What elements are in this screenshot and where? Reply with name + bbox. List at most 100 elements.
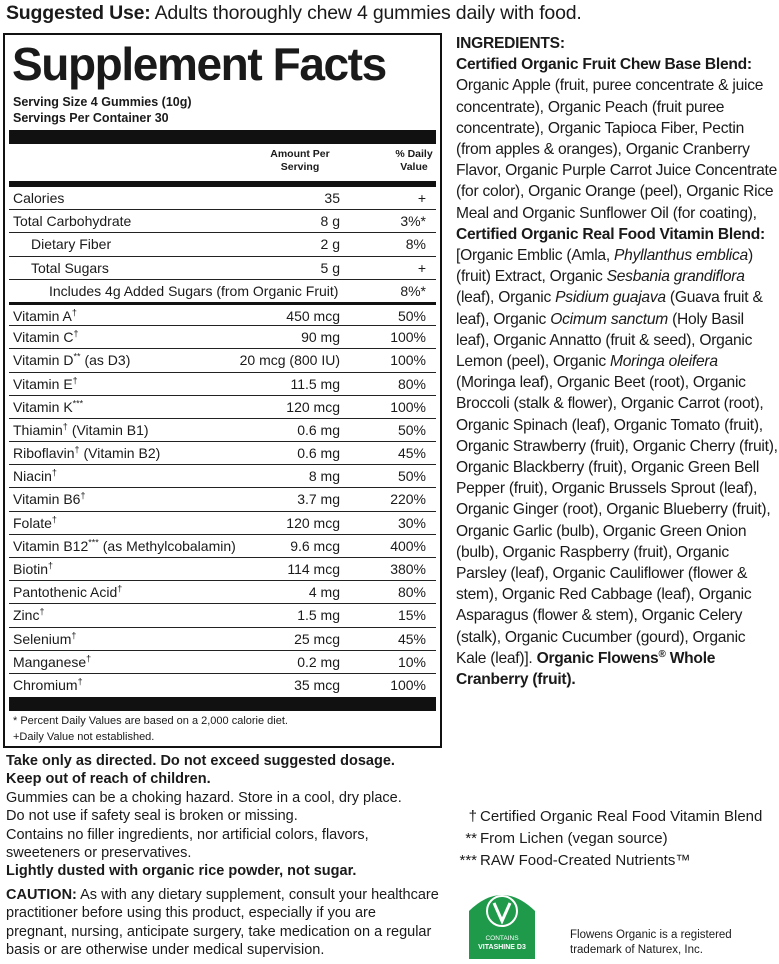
badge-line1: CONTAINS [485, 935, 519, 942]
facts-title: Supplement Facts [12, 38, 387, 90]
symbol-note: ** From Lichen (vegan source) [440, 828, 770, 850]
nutrient: Vitamin E† [9, 373, 290, 395]
text: (Moringa leaf), Organic Beet (root), Org… [456, 374, 778, 667]
amount: 20 mcg (800 IU) [239, 352, 340, 369]
superscript: ® [658, 648, 666, 660]
facts-row: Includes 4g Added Sugars (from Organic F… [9, 278, 436, 302]
nutrient-name: Zinc [13, 607, 40, 624]
italic-text: Sesbania grandiflora [606, 268, 745, 286]
facts-row: Selenium† 25 mcg 45% [9, 626, 436, 650]
daily-value: 50% [397, 421, 426, 438]
text: (leaf), Organic [456, 289, 556, 307]
daily-value: 15% [397, 607, 426, 624]
facts-row: Niacin† 8 mg 50% [9, 464, 436, 487]
daily-value: 50% [397, 307, 426, 324]
servings: Servings Per Container 30 [13, 111, 169, 125]
symbol-key: † Certified Organic Real Food Vitamin Ble… [440, 806, 770, 872]
suggested-label: Suggested Use: [6, 2, 151, 24]
nutrient: Biotin† [9, 558, 287, 580]
text: Contains no filler ingredients, nor arti… [6, 826, 369, 862]
daily-value: 30% [397, 514, 426, 531]
badge-graphic: CONTAINS VITASHINE D3 [469, 895, 535, 959]
facts-row: Chromium† 35 mcg 100% [9, 672, 436, 696]
nutrient: Vitamin B12*** (as Methylcobalamin) [9, 535, 290, 557]
amount: 9.6 mcg [290, 537, 340, 554]
serving-size: Serving Size 4 Gummies (10g) [13, 95, 192, 109]
warning: Take only as directed. Do not exceed sug… [6, 752, 436, 770]
warning: Lightly dusted with organic rice powder,… [6, 862, 436, 880]
footnote-mark: † [51, 467, 57, 478]
facts-row: Vitamin D** (as D3) 20 mcg (800 IU) 100% [9, 348, 436, 371]
facts-rows: Calories 35 + Total Carbohydrate 8 g 3%* Dieta… [9, 187, 436, 696]
nutrient-name: Manganese [13, 653, 87, 670]
facts-row: Riboflavin† (Vitamin B2) 0.6 mg 45% [9, 441, 436, 464]
warnings: Take only as directed. Do not exceed sug… [6, 752, 436, 881]
symbol-note: *** RAW Food-Created Nutrients™ [440, 850, 770, 872]
footnote-mark: † [86, 653, 92, 664]
footnote-mark: *** [88, 537, 99, 548]
symbol: † [468, 808, 477, 825]
nutrient: Zinc† [9, 604, 297, 626]
italic-text: Phyllanthus emblica [614, 247, 748, 265]
nutrient: Riboflavin† (Vitamin B2) [9, 442, 297, 464]
footnote-mark: † [73, 328, 79, 339]
caution: CAUTION: As with any dietary supplement,… [6, 886, 441, 960]
badge: CONTAINS VITASHINE D3 [463, 885, 541, 964]
symbol-note: † Certified Organic Real Food Vitamin Ble… [440, 806, 770, 828]
nutrient: Total Carbohydrate [9, 210, 321, 232]
facts-row: Folate† 120 mcg 30% [9, 510, 436, 534]
nutrient-name: Riboflavin [13, 445, 75, 462]
nutrient: Vitamin K*** [9, 396, 286, 418]
warning: Keep out of reach of children. [6, 770, 436, 788]
daily-value: 220% [390, 491, 426, 508]
daily-value: 45% [397, 445, 426, 462]
amount: 35 mcg [294, 676, 340, 693]
trademark: Flowens Organic is a registered trademar… [570, 929, 732, 956]
text: (Guava fruit & leaf), Organic [456, 289, 763, 328]
text: Organic Apple (fruit, puree concentrate … [456, 77, 778, 222]
nutrient: Dietary Fiber [9, 233, 321, 255]
italic-text: Moringa oleifera [609, 353, 718, 371]
footnote-mark: † [80, 490, 86, 501]
nutrient: Selenium† [9, 628, 294, 650]
nutrient: Vitamin C† [9, 326, 301, 348]
facts-row: Zinc† 1.5 mg 15% [9, 603, 436, 626]
facts-row: Vitamin K*** 120 mcg 100% [9, 394, 436, 418]
nutrient-name: Total Sugars [31, 259, 109, 276]
daily-value: 80% [397, 584, 426, 601]
facts-row: Biotin† 114 mcg 380% [9, 557, 436, 580]
footnote-mark: † [39, 606, 45, 617]
daily-value: 8% [405, 236, 426, 253]
nutrient-name: Vitamin D [13, 352, 74, 369]
italic-text: Ocimum sanctum [550, 310, 668, 328]
column-header: % Daily Value [395, 148, 433, 173]
daily-value: 50% [397, 468, 426, 485]
nutrient: Niacin† [9, 465, 309, 487]
nutrient: Vitamin A† [9, 305, 286, 327]
nutrient-name: Thiamin [13, 421, 63, 438]
bold-text: Certified Organic Real Food Vitamin Blen… [456, 225, 765, 243]
ingredients-heading: INGREDIENTS: [456, 35, 565, 52]
bold-text: CAUTION: [6, 887, 77, 903]
text: As with any dietary supplement, consult … [6, 887, 439, 959]
daily-value: + [417, 190, 426, 206]
suggested-text: Adults thoroughly chew 4 gummies daily w… [154, 2, 582, 24]
warning: Contains no filler ingredients, nor arti… [6, 826, 436, 863]
amount: 120 mcg [286, 514, 340, 531]
nutrient-name: Selenium [13, 630, 72, 647]
amount: 3.7 mg [297, 491, 340, 508]
bold-text: Organic Flowens [536, 649, 659, 667]
nutrient-note: (as Methylcobalamin) [102, 537, 236, 554]
text: [Organic Emblic (Amla, [456, 247, 615, 265]
footnote-mark: † [71, 307, 77, 318]
amount: 1.5 mg [297, 607, 340, 624]
nutrient-name: Includes 4g Added Sugars (from Organic F… [49, 282, 339, 299]
daily-value: + [417, 259, 426, 276]
warning: Do not use if safety seal is broken or m… [6, 807, 436, 825]
amount: 120 mcg [286, 398, 340, 415]
symbol-text: Certified Organic Real Food Vitamin Blen… [480, 808, 763, 825]
amount: 2 g [320, 236, 340, 253]
footnote: +Daily Value not established. [13, 731, 155, 743]
amount: 0.2 mg [297, 653, 340, 670]
